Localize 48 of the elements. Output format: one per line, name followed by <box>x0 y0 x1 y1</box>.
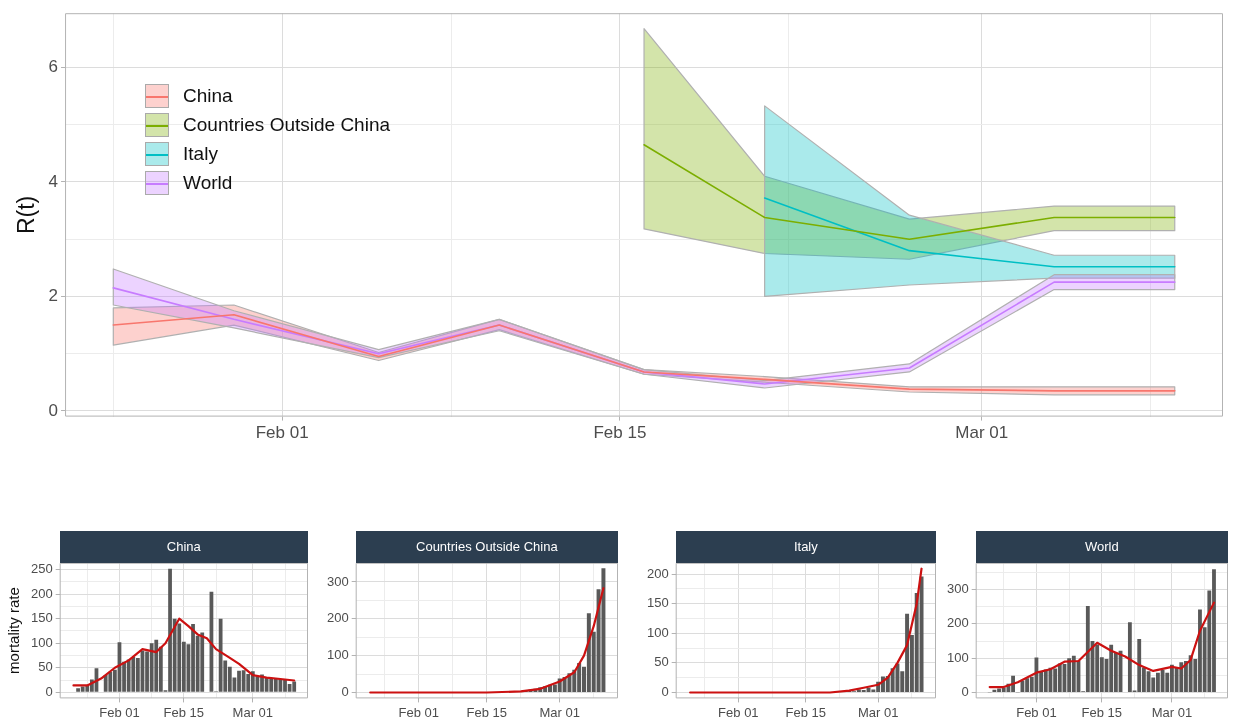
y-tick-label: 150 <box>646 595 669 611</box>
legend-label: Italy <box>183 142 218 165</box>
legend-label: China <box>183 84 233 107</box>
y-tick-label: 0 <box>48 400 59 420</box>
y-axis-title: R(t) <box>13 195 40 235</box>
y-tick-label: 200 <box>30 585 53 601</box>
x-tick-label: Feb 01 <box>99 704 140 720</box>
y-tick-label: 200 <box>326 610 349 626</box>
chart-title: World <box>975 530 1228 563</box>
legend-label: World <box>183 171 233 194</box>
y-tick-label: 50 <box>38 659 53 675</box>
y-axis-title: mortality rate <box>5 587 23 674</box>
x-tick-label: Feb 15 <box>593 423 647 443</box>
chart-title: Italy <box>675 530 936 563</box>
y-tick-label: 300 <box>946 581 969 597</box>
x-tick-label: Feb 01 <box>1016 704 1057 720</box>
y-tick-label: 100 <box>646 624 669 640</box>
y-tick-label: 6 <box>48 57 59 77</box>
x-tick-label: Feb 15 <box>785 704 827 720</box>
chart-title: Countries Outside China <box>355 530 618 563</box>
x-tick-label: Feb 01 <box>255 423 309 443</box>
x-tick-label: Feb 01 <box>718 704 759 720</box>
y-tick-label: 0 <box>961 684 969 700</box>
y-tick-label: 4 <box>48 171 59 191</box>
x-tick-label: Feb 15 <box>466 704 508 720</box>
y-tick-label: 100 <box>326 647 349 663</box>
y-tick-label: 50 <box>654 654 669 670</box>
y-tick-label: 200 <box>946 615 969 631</box>
x-tick-label: Feb 15 <box>1081 704 1123 720</box>
legend-label: Countries Outside China <box>183 113 391 136</box>
y-tick-label: 150 <box>30 610 53 626</box>
y-tick-label: 100 <box>946 649 969 665</box>
chart-title: China <box>59 530 308 563</box>
y-tick-label: 200 <box>646 565 669 581</box>
x-tick-label: Mar 01 <box>955 423 1009 443</box>
x-tick-label: Mar 01 <box>232 704 274 720</box>
x-tick-label: Feb 15 <box>163 704 205 720</box>
y-tick-label: 0 <box>45 683 53 699</box>
x-tick-label: Feb 01 <box>398 704 440 720</box>
y-tick-label: 300 <box>326 573 349 589</box>
y-tick-label: 0 <box>341 684 349 700</box>
y-tick-label: 250 <box>30 561 53 577</box>
x-tick-label: Mar 01 <box>539 704 580 720</box>
y-tick-label: 0 <box>661 684 669 700</box>
x-tick-label: Mar 01 <box>1151 704 1193 720</box>
y-tick-label: 2 <box>48 286 59 306</box>
x-tick-label: Mar 01 <box>857 704 899 720</box>
y-tick-label: 100 <box>30 634 53 650</box>
